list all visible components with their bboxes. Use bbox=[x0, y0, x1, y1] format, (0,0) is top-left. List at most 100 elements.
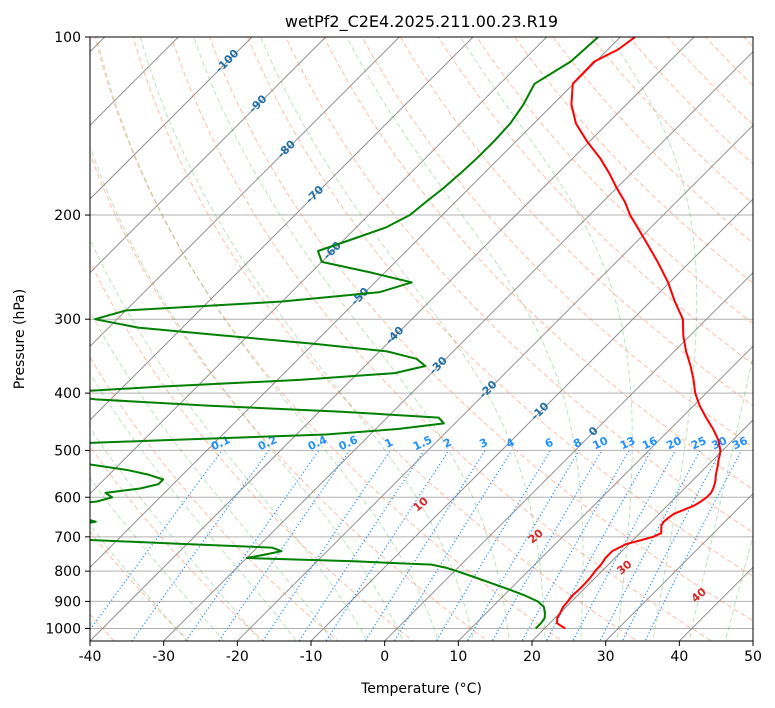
moist-adiabat bbox=[90, 310, 333, 641]
isotherm-line bbox=[163, 50, 753, 641]
isotherm-line bbox=[531, 419, 753, 641]
isotherm-line bbox=[236, 124, 753, 641]
x-tick-label: 50 bbox=[744, 649, 762, 665]
mixing-ratio-line bbox=[644, 450, 743, 641]
mixing-ratio-label: 13 bbox=[618, 434, 637, 452]
mixing-ratio-line bbox=[131, 450, 270, 641]
moist-adiabat bbox=[609, 37, 698, 641]
dry-adiabat bbox=[552, 37, 753, 244]
mixing-ratio-label: 10 bbox=[591, 434, 611, 452]
moist-adiabat-label: 20 bbox=[526, 526, 546, 546]
y-tick-label: 900 bbox=[54, 594, 81, 610]
mixing-ratio-label: 36 bbox=[730, 434, 750, 452]
y-tick-label: 700 bbox=[54, 530, 81, 546]
dry-adiabat bbox=[514, 37, 753, 284]
isotherm-line bbox=[605, 492, 753, 641]
x-tick-label: -40 bbox=[79, 649, 102, 665]
isotherm-label: -30 bbox=[427, 354, 450, 377]
x-axis-ticks: -40 -30 -20 -10 0 10 20 30 40 50 bbox=[79, 641, 762, 665]
dry-adiabat bbox=[437, 37, 753, 365]
temperature-profile bbox=[556, 37, 722, 630]
isotherm-lines bbox=[90, 37, 753, 641]
moist-adiabat bbox=[460, 37, 633, 641]
isobar-grid bbox=[90, 37, 753, 629]
dry-adiabat bbox=[666, 37, 753, 126]
isotherm-line bbox=[457, 345, 753, 641]
x-tick-label: 40 bbox=[670, 649, 688, 665]
dry-adiabat bbox=[90, 260, 414, 641]
x-tick-label: -10 bbox=[300, 649, 323, 665]
moist-adiabat bbox=[90, 524, 188, 641]
isotherm-line bbox=[384, 271, 753, 641]
y-tick-label: 600 bbox=[54, 490, 81, 506]
mixing-ratio-line bbox=[545, 450, 652, 641]
moist-adiabat bbox=[724, 534, 753, 641]
mixing-ratio-line bbox=[621, 450, 722, 641]
isotherm-label: -100 bbox=[213, 47, 242, 76]
isotherm-line bbox=[90, 37, 695, 641]
isotherm-line bbox=[90, 37, 621, 569]
x-tick-label: 0 bbox=[380, 649, 389, 665]
dry-adiabat bbox=[170, 37, 713, 641]
dry-adiabat bbox=[90, 356, 340, 641]
mixing-ratio-label: 4 bbox=[504, 436, 517, 451]
moist-adiabat bbox=[346, 37, 584, 641]
mixing-ratio-line bbox=[491, 450, 603, 641]
moist-adiabat bbox=[90, 477, 225, 641]
mixing-ratio-line bbox=[599, 450, 701, 641]
mixing-ratio-label: 16 bbox=[640, 434, 660, 452]
mixing-ratio-line bbox=[262, 450, 391, 641]
isotherm-line bbox=[90, 37, 474, 421]
isotherm-line bbox=[678, 566, 753, 641]
y-tick-label: 500 bbox=[54, 443, 81, 459]
y-tick-label: 800 bbox=[54, 564, 81, 580]
chart-title: wetPf2_C2E4.2025.211.00.23.R19 bbox=[285, 12, 558, 32]
isotherm-line bbox=[90, 37, 253, 200]
isotherm-line bbox=[752, 640, 753, 641]
isotherm-line bbox=[90, 37, 548, 495]
isotherm-label: -50 bbox=[348, 285, 371, 308]
moist-adiabat-label: 30 bbox=[615, 557, 635, 577]
dry-adiabat bbox=[323, 37, 753, 491]
reference-labels: 0.1 0.2 0.4 0.6 1 1.5 2 3 4 6 8 10 13 16 20 25 30 36-100-… bbox=[209, 47, 750, 606]
mixing-ratio-label: 3 bbox=[477, 436, 489, 451]
dry-adiabat bbox=[90, 152, 489, 641]
y-tick-label: 1000 bbox=[45, 621, 81, 637]
mixing-ratio-line bbox=[325, 450, 450, 641]
isotherm-label: -10 bbox=[528, 399, 551, 422]
mixing-ratio-line bbox=[298, 450, 425, 641]
moist-adiabat bbox=[90, 238, 369, 641]
moist-adiabat bbox=[90, 372, 297, 641]
isotherm-line bbox=[90, 37, 400, 348]
dry-adiabat bbox=[769, 24, 775, 653]
y-tick-label: 100 bbox=[54, 30, 81, 46]
mixing-ratio-label: 25 bbox=[689, 434, 708, 452]
moist-adiabat bbox=[688, 352, 753, 641]
moist-adiabat bbox=[90, 145, 404, 641]
dewpoint-profile bbox=[90, 37, 599, 630]
dry-adiabat bbox=[208, 37, 753, 622]
dry-adiabat bbox=[361, 37, 753, 448]
y-axis-ticks: 100 200 300 400 500 600 700 800 900 1000 bbox=[45, 30, 90, 637]
mixing-ratio-line bbox=[466, 450, 580, 641]
mixing-ratio-lines bbox=[90, 450, 743, 641]
mixing-ratio-line bbox=[90, 450, 223, 631]
x-tick-label: -30 bbox=[152, 649, 175, 665]
x-axis-label: Temperature (°C) bbox=[360, 681, 482, 697]
plot-area: 0.1 0.2 0.4 0.6 1 1.5 2 3 4 6 8 10 13 16 20 25 30 36-100-… bbox=[90, 24, 775, 653]
dry-adiabat bbox=[704, 37, 753, 87]
isotherm-line bbox=[310, 198, 753, 641]
isotherm-line bbox=[90, 37, 327, 274]
dry-adiabat bbox=[285, 37, 753, 534]
mixing-ratio-label: 20 bbox=[664, 434, 684, 452]
dry-adiabat bbox=[90, 445, 265, 641]
mixing-ratio-line bbox=[218, 450, 351, 641]
x-tick-label: 20 bbox=[523, 649, 541, 665]
moist-adiabat-label: 40 bbox=[689, 585, 709, 605]
dry-adiabat bbox=[628, 37, 753, 165]
moist-adiabat bbox=[193, 37, 510, 641]
plot-frame bbox=[89, 36, 754, 642]
dry-adiabat bbox=[132, 37, 638, 641]
moist-adiabat bbox=[96, 37, 439, 641]
